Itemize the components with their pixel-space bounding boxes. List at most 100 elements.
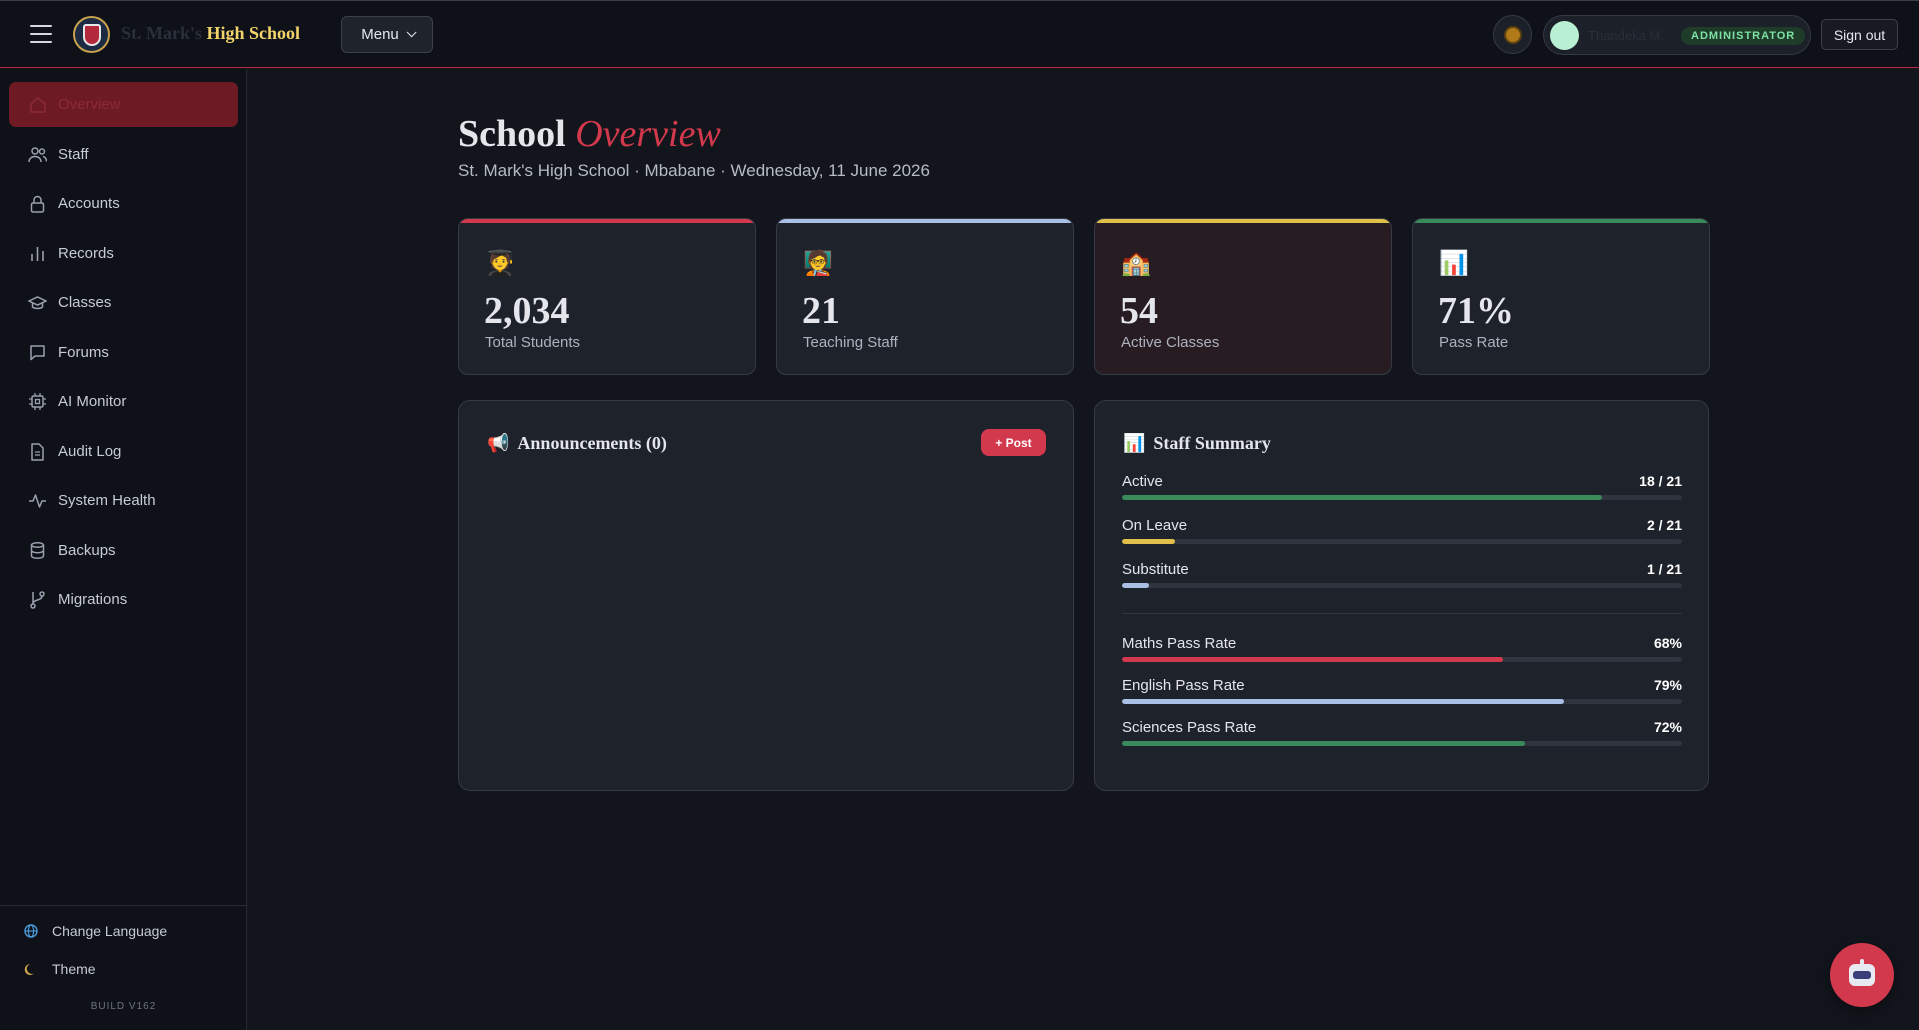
metric-row-maths-pass-rate: Maths Pass Rate 68% bbox=[1122, 635, 1682, 663]
message-icon bbox=[28, 343, 47, 362]
metric-value: 18 / 21 bbox=[1639, 473, 1682, 489]
staff-summary-panel: 📊 Staff Summary Active 18 / 21 On Leave 2 /… bbox=[1094, 400, 1709, 791]
progress-track bbox=[1122, 583, 1682, 588]
metric-label: Active bbox=[1122, 473, 1163, 490]
top-bar: St. Mark's High School Menu Thandeka M. … bbox=[0, 0, 1919, 68]
progress-fill bbox=[1122, 657, 1503, 662]
sidebar-item-label: Accounts bbox=[58, 195, 120, 212]
post-announcement-button[interactable]: + Post bbox=[981, 429, 1046, 456]
progress-track bbox=[1122, 699, 1682, 704]
home-icon bbox=[28, 95, 47, 114]
metric-label: On Leave bbox=[1122, 517, 1188, 534]
total-students-card: 🧑‍🎓 2,034 Total Students bbox=[458, 218, 756, 375]
metric-label: Maths Pass Rate bbox=[1122, 635, 1237, 652]
sidebar-item-classes[interactable]: Classes bbox=[9, 280, 238, 325]
stat-accent-bar bbox=[777, 219, 1073, 223]
announcements-title-text: Announcements (0) bbox=[517, 433, 667, 453]
sidebar-item-label: System Health bbox=[58, 492, 156, 509]
metric-label: Substitute bbox=[1122, 561, 1189, 578]
sidebar-item-label: Overview bbox=[58, 96, 121, 113]
avatar bbox=[1550, 21, 1579, 50]
progress-fill bbox=[1122, 699, 1565, 704]
sidebar-item-accounts[interactable]: Accounts bbox=[9, 181, 238, 226]
progress-track bbox=[1122, 657, 1682, 662]
sidebar-item-label: Audit Log bbox=[58, 442, 122, 460]
sun-icon bbox=[1505, 27, 1520, 42]
sidebar-item-label: Classes bbox=[58, 294, 112, 311]
stat-value: 21 bbox=[802, 290, 840, 332]
sidebar-item-backups[interactable]: Backups bbox=[9, 528, 238, 573]
sidebar-item-label: AI Monitor bbox=[58, 393, 127, 410]
metric-value: 1 / 21 bbox=[1646, 561, 1682, 577]
metric-value: 2 / 21 bbox=[1646, 517, 1682, 533]
cpu-icon bbox=[28, 392, 47, 411]
theme-toggle[interactable]: Theme bbox=[24, 961, 96, 977]
sidebar-item-audit-log[interactable]: Audit Log bbox=[9, 429, 238, 474]
file-icon bbox=[28, 442, 47, 461]
school-logo bbox=[73, 16, 110, 53]
change-language-label: Change Language bbox=[52, 923, 168, 939]
stat-emoji-icon: 📊 bbox=[1439, 250, 1469, 277]
stat-value: 2,034 bbox=[484, 290, 570, 332]
summary-divider bbox=[1122, 613, 1682, 614]
sidebar-divider bbox=[0, 905, 247, 906]
stat-label: Pass Rate bbox=[1439, 334, 1509, 351]
sidebar-item-forums[interactable]: Forums bbox=[9, 330, 238, 375]
build-version: BUILD V162 bbox=[90, 1001, 157, 1012]
metric-value: 72% bbox=[1653, 719, 1682, 735]
git-branch-icon bbox=[28, 590, 47, 609]
sidebar-item-overview[interactable]: Overview bbox=[9, 82, 238, 127]
moon-icon bbox=[24, 962, 38, 976]
chevron-down-icon bbox=[406, 27, 417, 38]
graduation-cap-icon bbox=[28, 293, 47, 312]
hamburger-menu-icon[interactable] bbox=[30, 25, 52, 43]
sidebar-item-label: Migrations bbox=[58, 591, 128, 608]
page-title-accent: Overview bbox=[575, 113, 721, 155]
metric-row-sciences-pass-rate: Sciences Pass Rate 72% bbox=[1122, 719, 1682, 747]
change-language-button[interactable]: Change Language bbox=[24, 923, 167, 939]
sidebar-item-staff[interactable]: Staff bbox=[9, 132, 238, 177]
metric-value: 79% bbox=[1653, 677, 1682, 693]
progress-fill bbox=[1122, 741, 1526, 746]
pass-rate-card: 📊 71% Pass Rate bbox=[1412, 218, 1710, 375]
progress-fill bbox=[1122, 539, 1176, 544]
metric-row-english-pass-rate: English Pass Rate 79% bbox=[1122, 677, 1682, 705]
announcements-title: 📢 Announcements (0) bbox=[487, 433, 667, 454]
metric-value: 68% bbox=[1653, 635, 1682, 651]
robot-icon bbox=[1849, 959, 1875, 986]
sidebar-item-label: Backups bbox=[58, 541, 116, 559]
notification-button[interactable] bbox=[1493, 15, 1532, 54]
users-icon bbox=[28, 145, 47, 164]
sidebar-item-records[interactable]: Records bbox=[9, 231, 238, 276]
page-title-plain: School bbox=[458, 113, 566, 155]
sidebar-item-ai-monitor[interactable]: AI Monitor bbox=[9, 379, 238, 424]
progress-fill bbox=[1122, 495, 1602, 500]
brand-prefix: St. Mark's bbox=[121, 23, 202, 43]
metric-row-active: Active 18 / 21 bbox=[1122, 473, 1682, 501]
stat-value: 71% bbox=[1438, 290, 1514, 332]
progress-track bbox=[1122, 495, 1682, 500]
sign-out-button[interactable]: Sign out bbox=[1821, 19, 1898, 50]
brand-school: High School bbox=[206, 23, 301, 43]
stat-accent-bar bbox=[1413, 219, 1709, 223]
stat-emoji-icon: 🧑‍🏫 bbox=[803, 250, 833, 277]
sidebar-item-label: Records bbox=[58, 244, 114, 262]
megaphone-icon: 📢 bbox=[487, 433, 510, 453]
sidebar-item-migrations[interactable]: Migrations bbox=[9, 577, 238, 622]
active-classes-card: 🏫 54 Active Classes bbox=[1094, 218, 1392, 375]
user-menu[interactable]: Thandeka M. ADMINISTRATOR bbox=[1543, 15, 1811, 55]
announcements-panel: 📢 Announcements (0) + Post bbox=[458, 400, 1074, 791]
stat-label: Active Classes bbox=[1121, 334, 1220, 351]
staff-summary-title: 📊 Staff Summary bbox=[1123, 433, 1271, 454]
sidebar-item-label: Forums bbox=[58, 343, 109, 361]
activity-icon bbox=[28, 491, 47, 510]
stat-value: 54 bbox=[1120, 290, 1158, 332]
ai-assistant-button[interactable] bbox=[1830, 943, 1894, 1007]
page-subtitle: St. Mark's High School · Mbabane · Wedne… bbox=[458, 161, 930, 180]
sidebar-item-system-health[interactable]: System Health bbox=[9, 478, 238, 523]
user-name: Thandeka M. bbox=[1588, 28, 1664, 43]
menu-button[interactable]: Menu bbox=[341, 16, 433, 53]
chart-icon: 📊 bbox=[1123, 433, 1146, 453]
lock-icon bbox=[28, 194, 47, 213]
globe-icon bbox=[24, 924, 38, 938]
